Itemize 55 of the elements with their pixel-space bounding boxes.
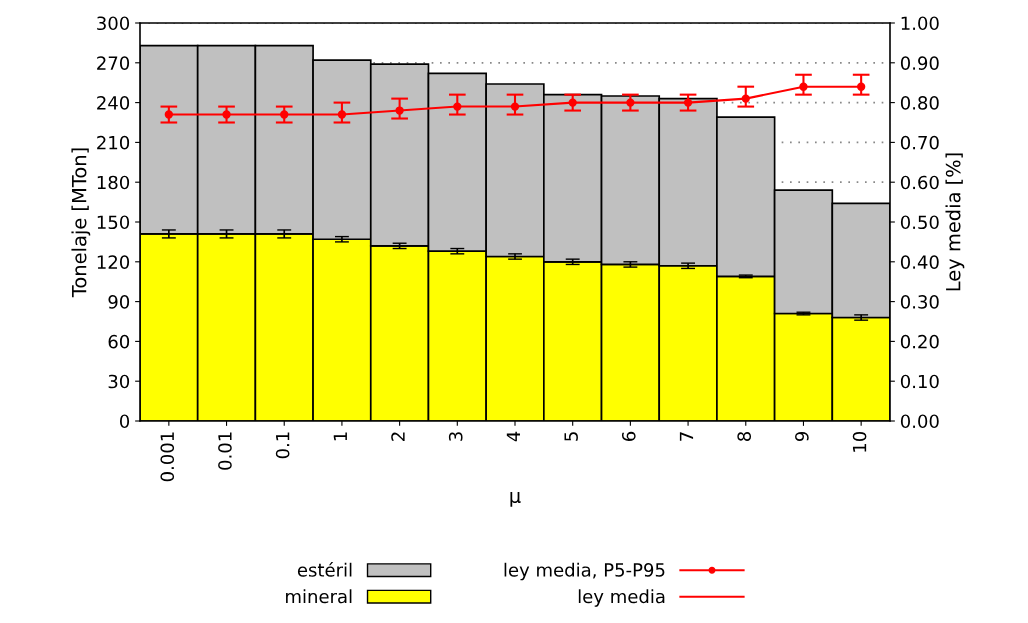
y-tick-label: 150 <box>97 215 130 230</box>
point <box>568 98 577 107</box>
point <box>337 110 347 119</box>
point <box>683 98 693 107</box>
y-tick-label: 270 <box>97 56 130 70</box>
x-tick-label: 0.1 <box>275 432 290 459</box>
point <box>856 82 866 91</box>
x-axis-title: μ <box>510 492 521 507</box>
y-tick-label: 300 <box>97 16 130 31</box>
x-tick-label: 8 <box>737 431 752 441</box>
y-tick-label: 30 <box>108 374 130 389</box>
x-tick-label: 1 <box>333 432 347 441</box>
x-tick-label: 2 <box>391 432 405 441</box>
x-tick-label: 3 <box>448 432 463 441</box>
y2-tick-label: 0.10 <box>900 374 939 389</box>
y2-tick-label: 0.20 <box>900 334 939 349</box>
y-tick-label: 0 <box>119 414 130 429</box>
y-tick-label: 240 <box>97 96 130 110</box>
y2-tick-label: 1.00 <box>901 16 939 31</box>
y2-tick-label: 0.00 <box>900 414 939 429</box>
y2-tick-label: 0.50 <box>900 215 939 230</box>
x-tick-label: 0.01 <box>218 432 232 470</box>
x-tick-label: 4 <box>506 431 520 442</box>
y2-tick-label: 0.70 <box>900 135 939 150</box>
y2-tick-label: 0.40 <box>900 255 939 269</box>
x-tick-label: 5 <box>564 432 578 441</box>
y2-tick-label: 0.30 <box>900 295 939 309</box>
x-tick-label: 9 <box>795 431 809 442</box>
y-axis-title: Tonelaje [MTon] <box>71 148 91 298</box>
point <box>280 110 289 119</box>
y-tick-label: 120 <box>97 255 130 269</box>
legend-label: mineral <box>286 589 352 604</box>
point <box>510 102 520 111</box>
x-tick-label: 10 <box>852 431 867 452</box>
y2-tick-label: 0.60 <box>900 175 939 190</box>
y-tick-label: 60 <box>108 334 130 349</box>
y-tick-label: 210 <box>97 135 130 150</box>
y2-tick-label: 0.90 <box>900 56 939 70</box>
point <box>799 82 808 91</box>
legend-label: ley media <box>578 589 665 607</box>
x-tick-label: 7 <box>679 432 694 441</box>
y2-tick-label: 0.80 <box>900 96 939 110</box>
point <box>164 110 174 119</box>
legend-label: estéril <box>297 562 352 577</box>
y2-axis-title: Ley media [%] <box>945 153 965 291</box>
point <box>453 102 462 111</box>
y-tick-label: 180 <box>97 175 130 190</box>
x-tick-label: 0.001 <box>160 432 175 482</box>
legend-label: ley media, P5-P95 <box>504 562 665 581</box>
x-tick-label: 6 <box>621 431 636 441</box>
point <box>222 110 231 119</box>
point <box>626 98 635 107</box>
y-tick-label: 90 <box>108 295 130 309</box>
point <box>395 106 404 115</box>
point <box>741 94 750 103</box>
